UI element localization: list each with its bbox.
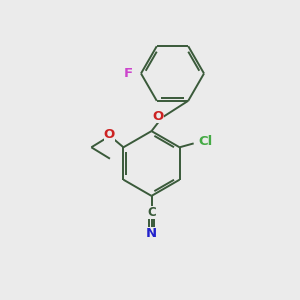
Text: C: C xyxy=(147,206,156,219)
Text: O: O xyxy=(153,110,164,123)
Text: N: N xyxy=(146,227,157,240)
Text: O: O xyxy=(104,128,115,142)
Text: F: F xyxy=(124,67,133,80)
Text: Cl: Cl xyxy=(199,135,213,148)
